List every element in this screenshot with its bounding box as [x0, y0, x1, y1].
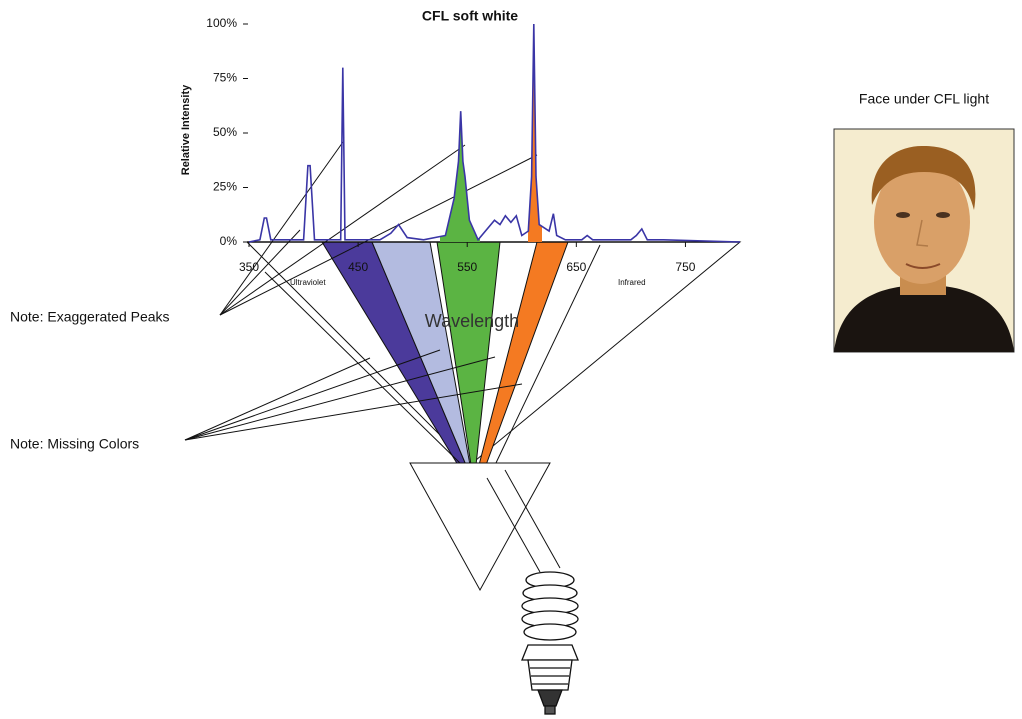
photo-caption: Face under CFL light [859, 91, 989, 107]
x-tick-label: 650 [566, 260, 586, 274]
spectrum-fill [249, 24, 740, 242]
y-tick-label: 25% [213, 180, 237, 194]
prism-wedges [247, 242, 740, 465]
x-tick-label: 550 [457, 260, 477, 274]
note: Note: Exaggerated Peaks [10, 309, 170, 325]
diagram: Note: Exaggerated Peaks Note: Missing Co… [0, 0, 1022, 719]
chart-title: CFL soft white [422, 8, 518, 24]
y-axis-label: Relative Intensity [180, 84, 192, 175]
spectrum-line [249, 24, 740, 242]
bulb [522, 572, 578, 714]
y-tick-label: 100% [206, 16, 237, 30]
annotation: Infrared [618, 278, 646, 287]
note: Note: Missing Colors [10, 436, 139, 452]
x-tick-label: 350 [239, 260, 259, 274]
annotation: Ultraviolet [290, 278, 326, 287]
x-tick-label: 750 [675, 260, 695, 274]
x-axis-label: Wavelength [425, 311, 519, 331]
prism [410, 463, 560, 590]
y-tick-label: 0% [220, 234, 238, 248]
page: Note: Exaggerated Peaks Note: Missing Co… [0, 0, 1022, 719]
photo [834, 129, 1014, 352]
spectrum-fill [249, 24, 740, 242]
prism-shape [410, 463, 550, 590]
y-tick-label: 75% [213, 71, 237, 85]
x-tick-label: 450 [348, 260, 368, 274]
y-tick-label: 50% [213, 125, 237, 139]
